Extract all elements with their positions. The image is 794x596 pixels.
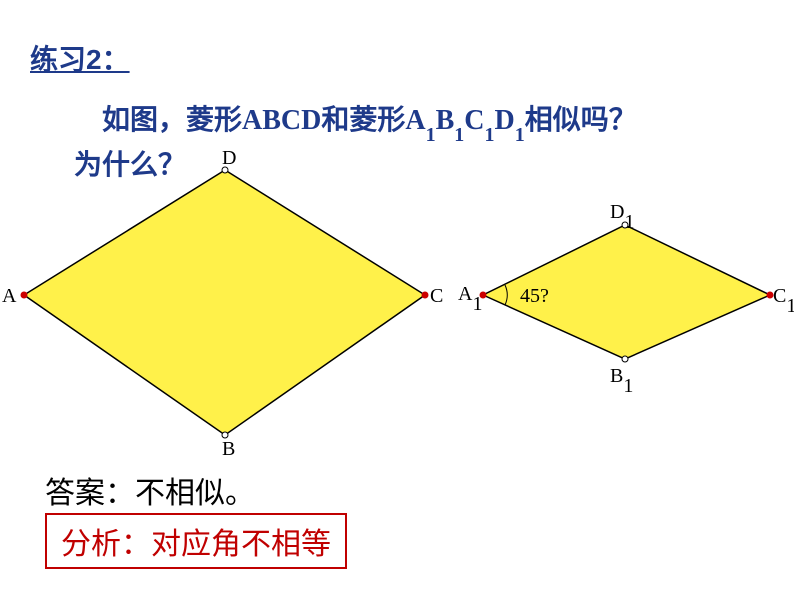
label-b: B [222,438,235,461]
rhombus-abcd [21,167,429,438]
title-text: 练习2： [30,44,130,75]
vertex-c-point [422,292,429,299]
label-c1: C1 [773,285,794,313]
q-a1: A1B1C1D1 [405,105,524,136]
label-a1: A1 [458,283,482,311]
diagram-area: A B C D A1 B1 C1 D1 45? [0,165,794,445]
exercise-title: 练习2： [30,38,130,78]
label-b1: B1 [610,365,633,393]
diagram-svg [0,165,794,445]
angle-label: 45? [520,285,549,308]
vertex-a-point [21,292,28,299]
analysis-text: 分析：对应角不相等 [61,528,331,561]
vertex-b1-point [622,356,628,362]
answer-text: 答案：不相似。 [45,468,255,512]
q-abcd: ABCD [242,105,321,136]
rhombus1-shape [24,170,425,435]
q-pre: 如图，菱形 [102,105,242,136]
q-mid: 和菱形 [321,105,405,136]
label-c: C [430,285,443,308]
label-d1: D1 [610,201,634,229]
label-d: D [222,147,236,170]
label-a: A [2,285,16,308]
q-post: 相似吗？ [525,105,637,136]
analysis-box: 分析：对应角不相等 [45,513,347,569]
